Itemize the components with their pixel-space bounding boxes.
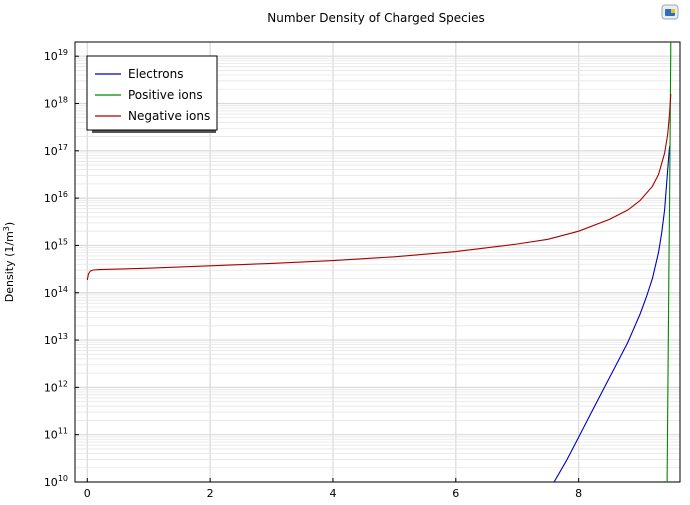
legend-label-1: Positive ions <box>128 88 203 102</box>
y-tick-label-2: 1012 <box>44 379 68 394</box>
x-axis-ticks: 0 2 4 6 8 <box>84 478 582 500</box>
options-button[interactable] <box>661 4 679 20</box>
plot-grid <box>75 42 680 483</box>
y-tick-label-1: 1011 <box>44 427 68 442</box>
series-group <box>86 41 672 483</box>
y-axis-ticks: 1010 1011 1012 1013 1014 1015 1016 1017 1018 1019 <box>44 48 79 489</box>
legend-label-0: Electrons <box>128 67 183 81</box>
y-tick-label-5: 1015 <box>44 237 68 252</box>
legend-box <box>86 55 218 131</box>
series-line-positive-ions <box>666 41 672 483</box>
plot-area-frame <box>74 41 681 483</box>
x-tick-label-3: 6 <box>452 487 459 500</box>
y-tick-label-4: 1014 <box>44 285 68 300</box>
y-tick-label-0: 1010 <box>44 474 68 489</box>
y-tick-label-3: 1013 <box>44 332 68 347</box>
chart-title: Number Density of Charged Species <box>267 11 485 25</box>
options-icon-accent <box>671 9 675 13</box>
x-tick-label-1: 2 <box>207 487 214 500</box>
y-tick-label-6: 1016 <box>44 190 68 205</box>
x-tick-label-2: 4 <box>329 487 336 500</box>
x-tick-label-0: 0 <box>84 487 91 500</box>
x-tick-label-4: 8 <box>575 487 582 500</box>
legend: Electrons Positive ions Negative ions <box>86 55 218 133</box>
y-tick-label-7: 1017 <box>44 143 68 158</box>
y-tick-label-8: 1018 <box>44 96 68 111</box>
legend-label-2: Negative ions <box>128 109 210 123</box>
series-line-negative-ions <box>86 93 672 281</box>
y-tick-label-9: 1019 <box>44 48 68 63</box>
y-axis-label: Density (1/m3) <box>2 222 16 302</box>
series-line-electrons <box>553 146 671 483</box>
